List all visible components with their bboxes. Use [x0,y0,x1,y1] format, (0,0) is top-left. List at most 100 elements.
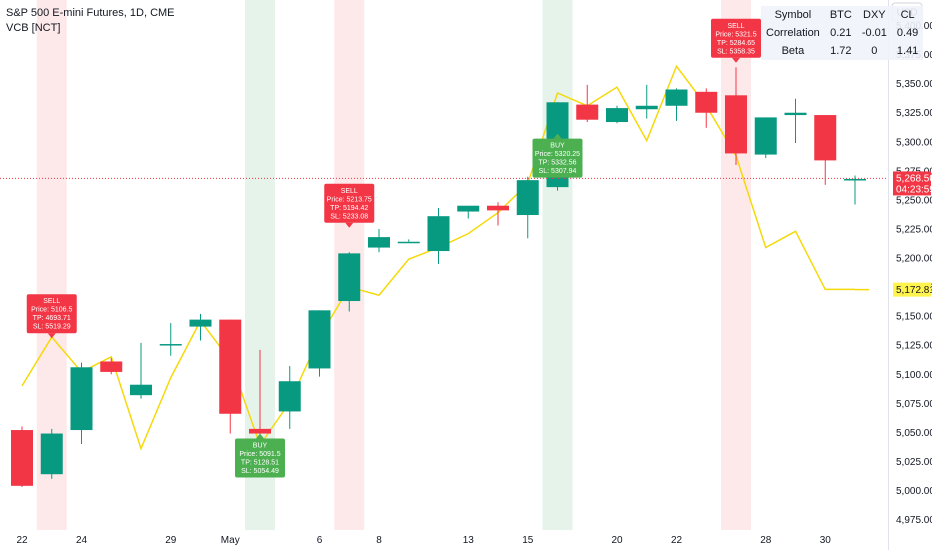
stats-header-row: Symbol BTC DXY CL [761,6,923,24]
x-tick-label: 13 [463,535,475,546]
candle-down [249,428,271,434]
y-tick-label: 5,025.00 [896,457,932,468]
x-tick-label: 28 [760,535,772,546]
line-value-label: 5,172.81 [896,285,932,296]
sell-signal-label: SELL Price: 5106.5TP: 4693.71 SL: 5519.29 [26,294,77,339]
candle-up [397,241,420,244]
x-tick-label: 24 [76,535,88,546]
y-tick-label: 5,300.00 [896,137,932,148]
chart-legend: S&P 500 E-mini Futures, 1D, CME VCB [NCT… [6,6,175,36]
y-tick-label: 5,125.00 [896,341,932,352]
x-tick-label: 22 [671,535,683,546]
candle-down [725,95,747,154]
candle-up [368,237,390,248]
candle-up [665,89,688,106]
candle-up [754,117,777,155]
signal-text: SL: 5358.35 [717,48,755,55]
stats-cell: -0.01 [861,27,887,39]
y-tick-label: 5,325.00 [896,108,932,119]
signal-text: BUY [550,143,565,150]
stats-cell: 0.21 [830,27,852,39]
last-price-countdown: 04:23:59 [896,184,932,195]
stats-header: Symbol [774,9,812,21]
stats-cell: 0.49 [896,27,919,39]
buy-signal-band [542,0,573,530]
signal-box [711,18,761,58]
y-tick-label: 5,150.00 [896,312,932,323]
candle-up [159,344,182,346]
candle-up [130,384,152,396]
y-tick-label: 5,250.00 [896,195,932,206]
y-tick-label: 5,050.00 [896,428,932,439]
x-tick-label: 29 [165,535,177,546]
y-tick-label: 5,200.00 [896,254,932,265]
candle-up [635,105,658,110]
signal-text: TP: 5194.42 [330,205,368,212]
candle-up [40,433,63,475]
candle-up [844,178,866,181]
indicator-name[interactable]: VCB [NCT] [6,22,61,34]
x-tick-label: May [221,535,240,546]
candle-up [606,108,628,123]
y-tick-label: 5,100.00 [896,370,932,381]
y-tick-label: 5,000.00 [896,486,932,497]
candle-down [576,104,599,120]
x-tick-label: 20 [611,535,623,546]
signal-pointer [553,133,562,139]
y-tick-label: 5,350.00 [896,79,932,90]
candle-up [189,319,212,327]
candle-down [695,91,718,113]
signal-text: Price: 5320.25 [535,151,580,158]
signal-box [235,438,285,478]
y-tick-label: 4,975.00 [896,515,932,526]
symbol-title[interactable]: S&P 500 E-mini Futures, 1D, CME [6,7,175,19]
signal-text: SL: 5054.49 [241,468,279,475]
candle-down [814,115,837,161]
stats-header: DXY [863,9,886,21]
signal-text: TP: 5332.56 [538,160,576,167]
x-tick-label: 8 [376,535,382,546]
signal-box [532,138,583,178]
candle-up [457,205,480,212]
y-tick-label: 5,075.00 [896,399,932,410]
stats-header: CL [900,9,915,21]
candle-up [278,381,301,412]
stats-cell: 0 [871,45,878,57]
signal-box [26,294,77,334]
stats-row-correlation: Correlation 0.21 -0.01 0.49 [761,24,923,42]
stats-cell: Correlation [766,27,820,39]
signal-text: Price: 5213.75 [327,196,372,203]
x-tick-label: 6 [317,535,323,546]
candle-up [308,310,331,369]
stats-cell: Beta [781,45,805,57]
signal-box [324,183,375,223]
signal-text: SL: 5519.29 [33,324,71,331]
signal-pointer [256,433,264,439]
last-price-badge [893,171,931,196]
y-tick-label: 5,225.00 [896,224,932,235]
stats-cell: 1.41 [896,45,919,57]
signal-text: SELL [727,23,744,30]
signal-text: TP: 4693.71 [33,315,71,322]
signal-text: TP: 5284.65 [717,40,755,47]
candle-up [70,367,93,431]
candle-up [516,180,539,216]
signal-pointer [345,222,354,228]
signal-text: Price: 5321.5 [715,31,756,38]
signal-pointer [47,333,56,339]
candle-up [427,216,450,252]
signal-text: SELL [43,298,60,305]
signal-text: SL: 5307.94 [539,168,577,175]
stats-cell: 1.72 [830,45,852,57]
last-price-value: 5,268.50 [896,173,932,184]
candle-up [338,253,361,302]
signal-text: Price: 5106.5 [31,307,72,314]
stats-row-beta: Beta 1.72 0 1.41 [761,42,923,60]
x-tick-label: 30 [820,535,832,546]
signal-pointer [732,57,740,63]
